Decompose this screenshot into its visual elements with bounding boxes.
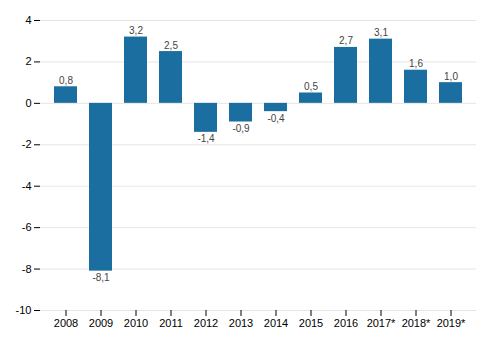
svg-text:-0,9: -0,9 xyxy=(232,123,250,134)
svg-text:-2: -2 xyxy=(22,138,32,150)
svg-text:2014: 2014 xyxy=(264,317,288,329)
svg-text:2013: 2013 xyxy=(229,317,253,329)
svg-text:2016: 2016 xyxy=(334,317,358,329)
svg-text:3,1: 3,1 xyxy=(374,27,388,38)
svg-text:2015: 2015 xyxy=(299,317,323,329)
svg-text:-10: -10 xyxy=(16,304,32,316)
svg-text:2018*: 2018* xyxy=(402,317,431,329)
svg-text:-6: -6 xyxy=(22,221,32,233)
svg-text:2,7: 2,7 xyxy=(339,35,353,46)
svg-text:2012: 2012 xyxy=(194,317,218,329)
svg-text:2010: 2010 xyxy=(124,317,148,329)
svg-text:2008: 2008 xyxy=(54,317,78,329)
svg-text:-0,4: -0,4 xyxy=(267,113,285,124)
svg-text:3,2: 3,2 xyxy=(129,25,143,36)
svg-text:2011: 2011 xyxy=(159,317,183,329)
svg-text:2009: 2009 xyxy=(89,317,113,329)
svg-text:1,6: 1,6 xyxy=(409,58,423,69)
svg-text:4: 4 xyxy=(25,14,31,26)
svg-text:-8,1: -8,1 xyxy=(92,272,110,283)
svg-text:0,8: 0,8 xyxy=(59,75,73,86)
svg-text:2: 2 xyxy=(25,55,31,67)
svg-text:-4: -4 xyxy=(22,180,32,192)
svg-text:1,0: 1,0 xyxy=(444,71,458,82)
svg-text:-8: -8 xyxy=(22,263,32,275)
svg-text:-1,4: -1,4 xyxy=(197,133,215,144)
svg-text:2019*: 2019* xyxy=(437,317,466,329)
svg-text:0,5: 0,5 xyxy=(304,81,318,92)
svg-text:2017*: 2017* xyxy=(367,317,396,329)
svg-text:2,5: 2,5 xyxy=(164,40,178,51)
svg-text:0: 0 xyxy=(25,97,31,109)
